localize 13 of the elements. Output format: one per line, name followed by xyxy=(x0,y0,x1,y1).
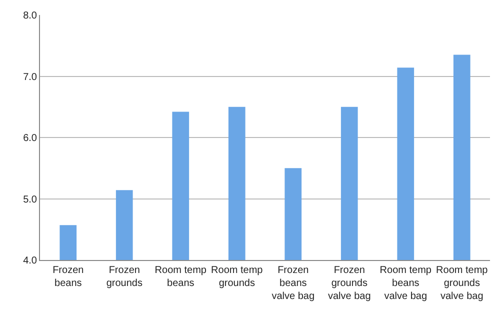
x-tick-label: Room temp grounds xyxy=(211,265,264,289)
y-tick-label: 5.0 xyxy=(23,194,38,206)
y-tick-label: 4.0 xyxy=(23,256,38,266)
y-tick-label: 7.0 xyxy=(23,72,38,83)
x-tick-label: Frozen grounds valve bag xyxy=(328,265,371,302)
y-tick-label: 8.0 xyxy=(23,10,38,22)
x-tick-label: Room temp grounds valve bag xyxy=(436,265,488,302)
x-tick-label: Frozen beans valve bag xyxy=(272,265,315,302)
x-tick-label: Room temp beans valve bag xyxy=(380,265,432,302)
x-tick-label: Room temp beans xyxy=(154,265,207,289)
x-tick-label: Frozen beans xyxy=(52,265,84,289)
x-tick-label: Frozen grounds xyxy=(106,265,142,289)
y-tick-label: 6.0 xyxy=(23,133,38,144)
